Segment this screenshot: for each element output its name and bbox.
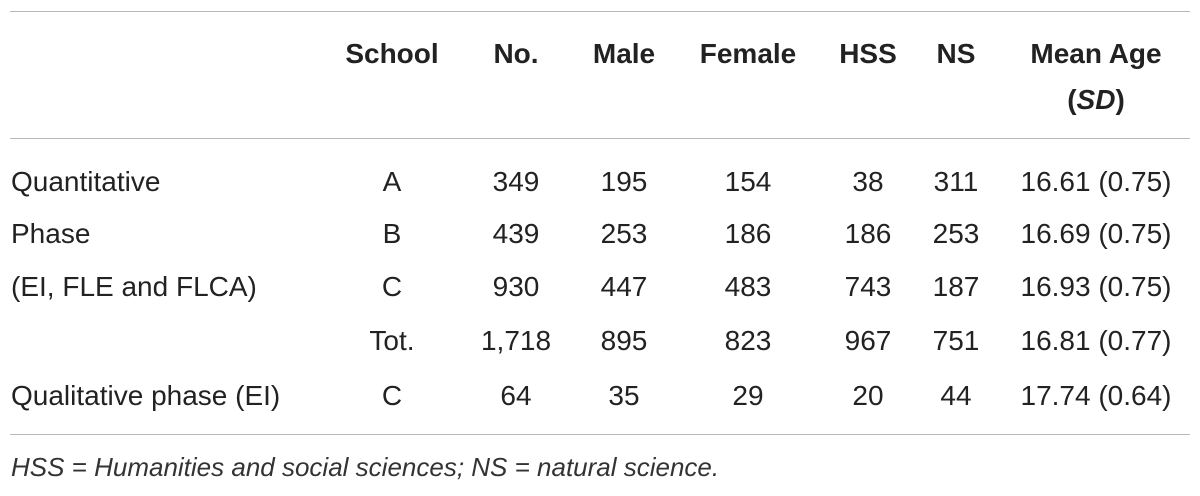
row-label: Phase xyxy=(11,218,91,249)
cell-mean-age: 16.81 (0.77) xyxy=(1020,325,1172,356)
row-label: Quantitative xyxy=(11,166,161,197)
table-footnote: HSS = Humanities and social sciences; NS… xyxy=(11,452,720,482)
cell-school: C xyxy=(381,271,403,302)
cell-ns: 44 xyxy=(940,380,972,411)
cell-female: 483 xyxy=(724,271,772,302)
cell-female: 154 xyxy=(724,166,772,197)
cell-ns: 751 xyxy=(932,325,980,356)
header-no: No. xyxy=(493,38,539,69)
cell-hss: 20 xyxy=(852,380,884,411)
header-school: School xyxy=(345,38,439,69)
top-rule xyxy=(10,11,1190,12)
header-female: Female xyxy=(699,38,797,69)
cell-ns: 187 xyxy=(932,271,980,302)
cell-hss: 743 xyxy=(844,271,892,302)
header-hss: HSS xyxy=(839,38,897,69)
cell-school: C xyxy=(381,380,403,411)
header-mean-age-sd: (SD) xyxy=(1067,84,1125,115)
bottom-rule xyxy=(10,434,1190,435)
cell-male: 447 xyxy=(600,271,648,302)
cell-female: 186 xyxy=(724,218,772,249)
cell-male: 253 xyxy=(600,218,648,249)
row-label: (EI, FLE and FLCA) xyxy=(11,271,257,302)
cell-no: 439 xyxy=(492,218,540,249)
cell-no: 1,718 xyxy=(480,325,552,356)
cell-ns: 253 xyxy=(932,218,980,249)
cell-school: B xyxy=(382,218,402,249)
cell-hss: 967 xyxy=(844,325,892,356)
cell-mean-age: 16.61 (0.75) xyxy=(1020,166,1172,197)
cell-no: 64 xyxy=(500,380,532,411)
cell-hss: 38 xyxy=(852,166,884,197)
cell-male: 35 xyxy=(608,380,640,411)
cell-no: 930 xyxy=(492,271,540,302)
header-ns: NS xyxy=(936,38,976,69)
cell-hss: 186 xyxy=(844,218,892,249)
cell-female: 823 xyxy=(724,325,772,356)
row-label: Qualitative phase (EI) xyxy=(11,380,281,411)
cell-ns: 311 xyxy=(933,166,979,197)
header-mean-age: Mean Age xyxy=(1030,38,1162,69)
cell-male: 195 xyxy=(600,166,648,197)
header-rule xyxy=(10,138,1190,139)
cell-school: Tot. xyxy=(369,325,415,356)
header-male: Male xyxy=(592,38,656,69)
cell-mean-age: 16.69 (0.75) xyxy=(1020,218,1172,249)
cell-male: 895 xyxy=(600,325,648,356)
cell-mean-age: 17.74 (0.64) xyxy=(1020,380,1172,411)
cell-female: 29 xyxy=(732,380,764,411)
cell-no: 349 xyxy=(492,166,540,197)
cell-school: A xyxy=(382,166,402,197)
cell-mean-age: 16.93 (0.75) xyxy=(1020,271,1172,302)
